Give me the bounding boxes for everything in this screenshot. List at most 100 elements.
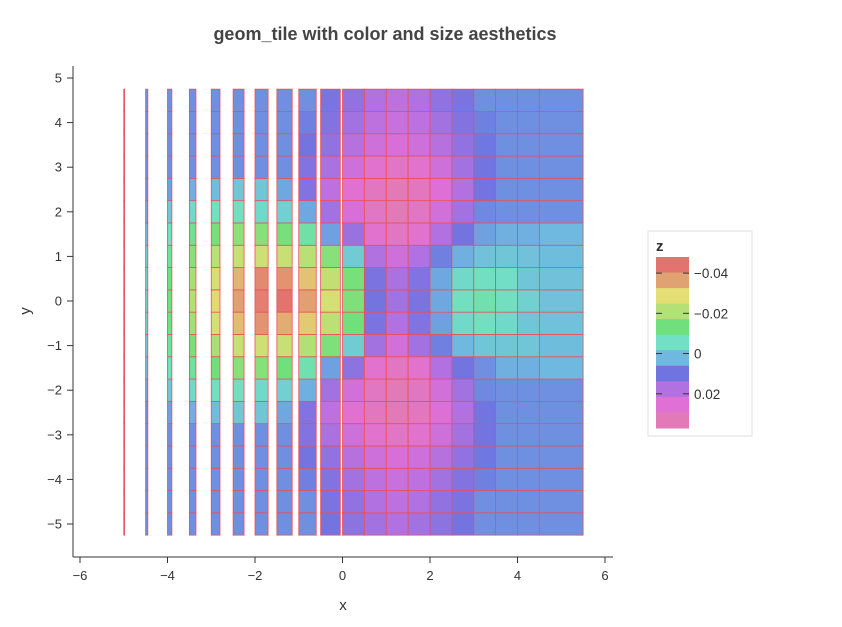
- heat-tile: [517, 244, 540, 268]
- heat-tile: [517, 177, 540, 202]
- y-tick-label: −5: [47, 517, 62, 532]
- heat-tile: [407, 378, 431, 402]
- heat-tile: [232, 222, 245, 246]
- heat-tile: [145, 512, 149, 536]
- heat-tile: [210, 244, 221, 268]
- heat-tile: [298, 356, 317, 380]
- heat-tile: [232, 356, 245, 380]
- heat-tile: [167, 222, 173, 246]
- heat-tile: [188, 311, 197, 335]
- heat-tile: [276, 490, 293, 514]
- heat-tile: [123, 267, 125, 291]
- heat-tile: [385, 267, 409, 291]
- heat-tile: [538, 445, 584, 469]
- heat-tile: [451, 356, 475, 380]
- legend-tick-label: 0: [694, 347, 702, 362]
- heat-tile: [188, 155, 197, 179]
- heat-tile: [342, 155, 365, 179]
- heat-tile: [188, 111, 197, 135]
- heat-tile: [188, 88, 197, 112]
- legend-tick-label: −0.04: [694, 266, 729, 281]
- legend-color-step: [656, 350, 689, 367]
- heat-tile: [473, 111, 497, 135]
- heat-tile: [232, 467, 245, 491]
- heat-tile: [363, 490, 387, 514]
- heat-tile: [363, 200, 387, 224]
- heat-tile: [145, 378, 149, 402]
- heat-tile: [188, 400, 197, 425]
- heat-tile: [342, 378, 365, 402]
- heat-tile: [188, 378, 197, 402]
- heat-tile: [407, 88, 431, 112]
- heat-tile: [429, 311, 453, 335]
- heat-tile: [123, 445, 125, 469]
- heat-tile: [123, 177, 125, 202]
- heat-tile: [210, 467, 221, 491]
- heat-tile: [342, 244, 365, 268]
- heat-tile: [429, 177, 453, 202]
- heat-tile: [320, 267, 341, 291]
- heat-tile: [145, 111, 149, 135]
- heat-tile: [473, 289, 497, 313]
- heat-tile: [320, 334, 341, 358]
- heat-tile: [123, 244, 125, 268]
- heat-tile: [210, 133, 221, 157]
- heat-tile: [123, 512, 125, 536]
- heat-tile: [210, 356, 221, 380]
- heat-tile: [167, 334, 173, 358]
- heat-tile: [123, 289, 125, 313]
- heat-tile: [517, 267, 540, 291]
- heat-tile: [385, 423, 409, 447]
- heat-tile: [232, 267, 245, 291]
- heat-tile: [298, 467, 317, 491]
- heat-tile: [407, 267, 431, 291]
- heat-tile: [538, 244, 584, 268]
- heat-tile: [342, 267, 365, 291]
- heat-tile: [188, 222, 197, 246]
- heat-tile: [232, 111, 245, 135]
- heat-tile: [320, 200, 341, 224]
- heat-tile: [188, 177, 197, 202]
- heat-tile: [254, 423, 269, 447]
- heat-tile: [407, 423, 431, 447]
- heat-tile: [385, 244, 409, 268]
- heat-tile: [473, 200, 497, 224]
- heat-tile: [232, 289, 245, 313]
- heat-tile: [254, 88, 269, 112]
- heat-tile: [123, 490, 125, 514]
- heat-tile: [473, 445, 497, 469]
- x-ticks: −6 −4 −2 0 2 4 6: [73, 557, 609, 583]
- heat-tile: [473, 267, 497, 291]
- heat-tile: [363, 111, 387, 135]
- x-axis-title: x: [339, 597, 347, 614]
- heat-tile: [495, 133, 518, 157]
- heat-tile: [473, 467, 497, 491]
- heat-tile: [429, 200, 453, 224]
- heat-tile: [254, 378, 269, 402]
- heat-tile: [363, 222, 387, 246]
- heat-tile: [342, 334, 365, 358]
- heat-tile: [167, 378, 173, 402]
- legend-color-step: [656, 272, 689, 289]
- heat-tile: [429, 467, 453, 491]
- heat-tile: [451, 177, 475, 202]
- x-tick-label: 6: [601, 568, 608, 583]
- heat-tile: [429, 400, 453, 425]
- heat-tile: [342, 289, 365, 313]
- heat-tile: [232, 133, 245, 157]
- heat-tile: [276, 311, 293, 335]
- heat-tile: [232, 423, 245, 447]
- heat-tile: [407, 490, 431, 514]
- heat-tile: [167, 200, 173, 224]
- heat-tile: [385, 512, 409, 536]
- heat-tile: [451, 155, 475, 179]
- heat-tile: [363, 88, 387, 112]
- heat-tile: [232, 155, 245, 179]
- heat-tile: [495, 222, 518, 246]
- heat-tile: [538, 334, 584, 358]
- heat-tile: [167, 512, 173, 536]
- heat-tile: [429, 222, 453, 246]
- heat-tile: [123, 400, 125, 425]
- legend-color-step: [656, 412, 689, 429]
- heat-tile: [451, 222, 475, 246]
